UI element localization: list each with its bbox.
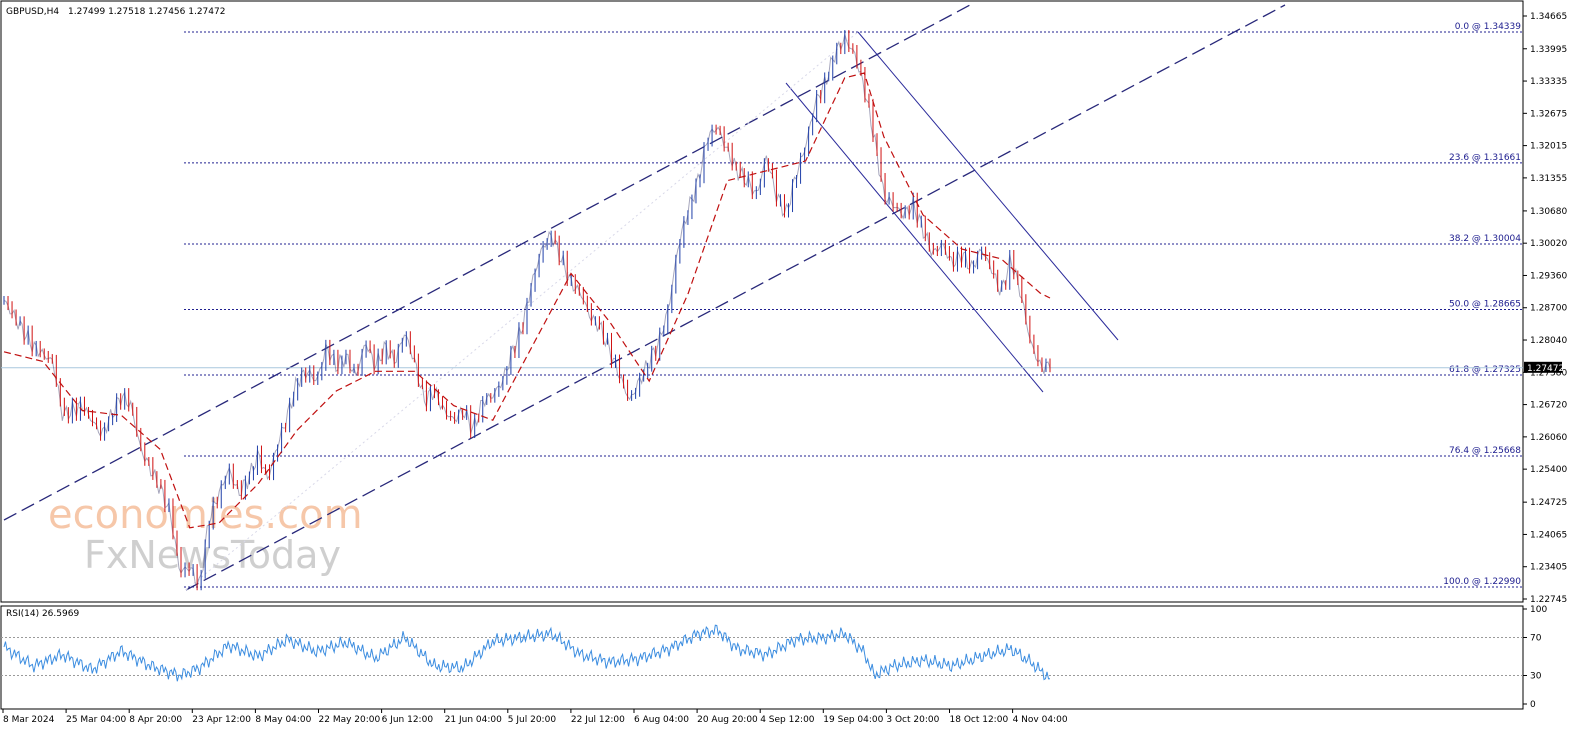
time-tick-label: 8 Apr 20:00 [129,715,182,725]
fibonacci-levels: 0.0 @ 1.34339 23.6 @ 1.31661 38.2 @ 1.3000… [184,22,1523,588]
fib-label: 76.4 @ 1.25668 [1449,446,1521,456]
price-tick-label: 1.31355 [1530,174,1567,184]
channel-lower-line [185,4,1286,591]
ascending-channel [3,4,1286,591]
fib-label: 23.6 @ 1.31661 [1449,153,1521,163]
time-tick-label: 4 Nov 04:00 [1013,715,1068,725]
symbol-label: GBPUSD,H4 [6,7,59,17]
time-tick-label: 23 Apr 12:00 [192,715,251,725]
time-tick-label: 25 Mar 04:00 [66,715,126,725]
moving-average-line [3,72,1051,529]
fib-label: 0.0 @ 1.34339 [1455,22,1522,32]
watermark-fxnewstoday: FxNewsToday [84,533,341,577]
price-tick-label: 1.32675 [1530,109,1567,119]
price-tick-label: 1.23405 [1530,563,1567,573]
price-tick-label: 1.26720 [1530,401,1567,411]
price-tick-label: 1.30020 [1530,239,1567,249]
time-tick-label: 8 Mar 2024 [3,715,55,725]
watermark-economies: economies.com [48,492,363,538]
price-tick-label: 1.28040 [1530,336,1567,346]
fib-label: 38.2 @ 1.30004 [1449,234,1521,244]
time-tick-label: 6 Aug 04:00 [634,715,689,725]
descending-channel [785,31,1119,393]
descending-lower-line [785,82,1044,393]
price-tick-label: 1.26060 [1530,433,1567,443]
time-tick-label: 18 Oct 12:00 [950,715,1009,725]
price-tick-label: 1.28700 [1530,304,1567,314]
fib-label: 50.0 @ 1.28665 [1449,299,1521,309]
time-tick-label: 6 Jun 12:00 [382,715,434,725]
rsi-axis: 100 70 30 0 [1523,605,1547,710]
time-tick-label: 22 May 20:00 [319,715,381,725]
price-tick-label: 1.32015 [1530,142,1567,152]
time-tick-label: 4 Sep 12:00 [760,715,815,725]
descending-upper-line [857,31,1119,341]
rsi-tick-label: 30 [1530,672,1542,682]
channel-upper-line [3,4,971,521]
price-tick-label: 1.24725 [1530,498,1567,508]
time-tick-label: 21 Jun 04:00 [445,715,502,725]
time-tick-label: 5 Jul 20:00 [508,715,557,725]
ohlc-values: 1.27499 1.27518 1.27456 1.27472 [68,7,225,17]
time-tick-label: 20 Aug 20:00 [697,715,758,725]
price-tick-label: 1.34665 [1530,12,1567,22]
current-price-label: 1.27472 [1527,364,1564,374]
time-tick-label: 8 May 04:00 [255,715,311,725]
rsi-series [3,624,1051,682]
rsi-title: RSI(14) 26.5969 [6,609,79,619]
price-tick-label: 1.22745 [1530,595,1567,605]
time-axis: 8 Mar 2024 25 Mar 04:00 8 Apr 20:00 23 Apr … [2,709,1068,725]
rsi-tick-label: 70 [1530,634,1542,644]
fib-label: 61.8 @ 1.27325 [1449,365,1521,375]
price-tick-label: 1.30680 [1530,207,1567,217]
time-tick-label: 19 Sep 04:00 [823,715,883,725]
fib-label: 100.0 @ 1.22990 [1443,577,1521,587]
price-tick-label: 1.27380 [1530,368,1567,378]
price-tick-label: 1.24065 [1530,530,1567,540]
candles [3,30,1051,591]
rsi-tick-label: 100 [1530,605,1547,615]
price-pane-frame [0,0,1524,603]
price-tick-label: 1.33335 [1530,77,1567,87]
current-price-badge: 1.27472 [1524,361,1564,374]
fib-trendline [185,31,859,591]
time-tick-label: 3 Oct 20:00 [886,715,939,725]
rsi-levels [1,637,1523,676]
price-axis: 1.34665 1.33995 1.33335 1.32675 1.32015 1.313… [1523,12,1567,605]
rsi-tick-label: 0 [1530,700,1536,710]
price-tick-label: 1.25400 [1530,465,1567,475]
price-tick-label: 1.29360 [1530,271,1567,281]
price-tick-label: 1.33995 [1530,45,1567,55]
time-tick-label: 22 Jul 12:00 [571,715,625,725]
